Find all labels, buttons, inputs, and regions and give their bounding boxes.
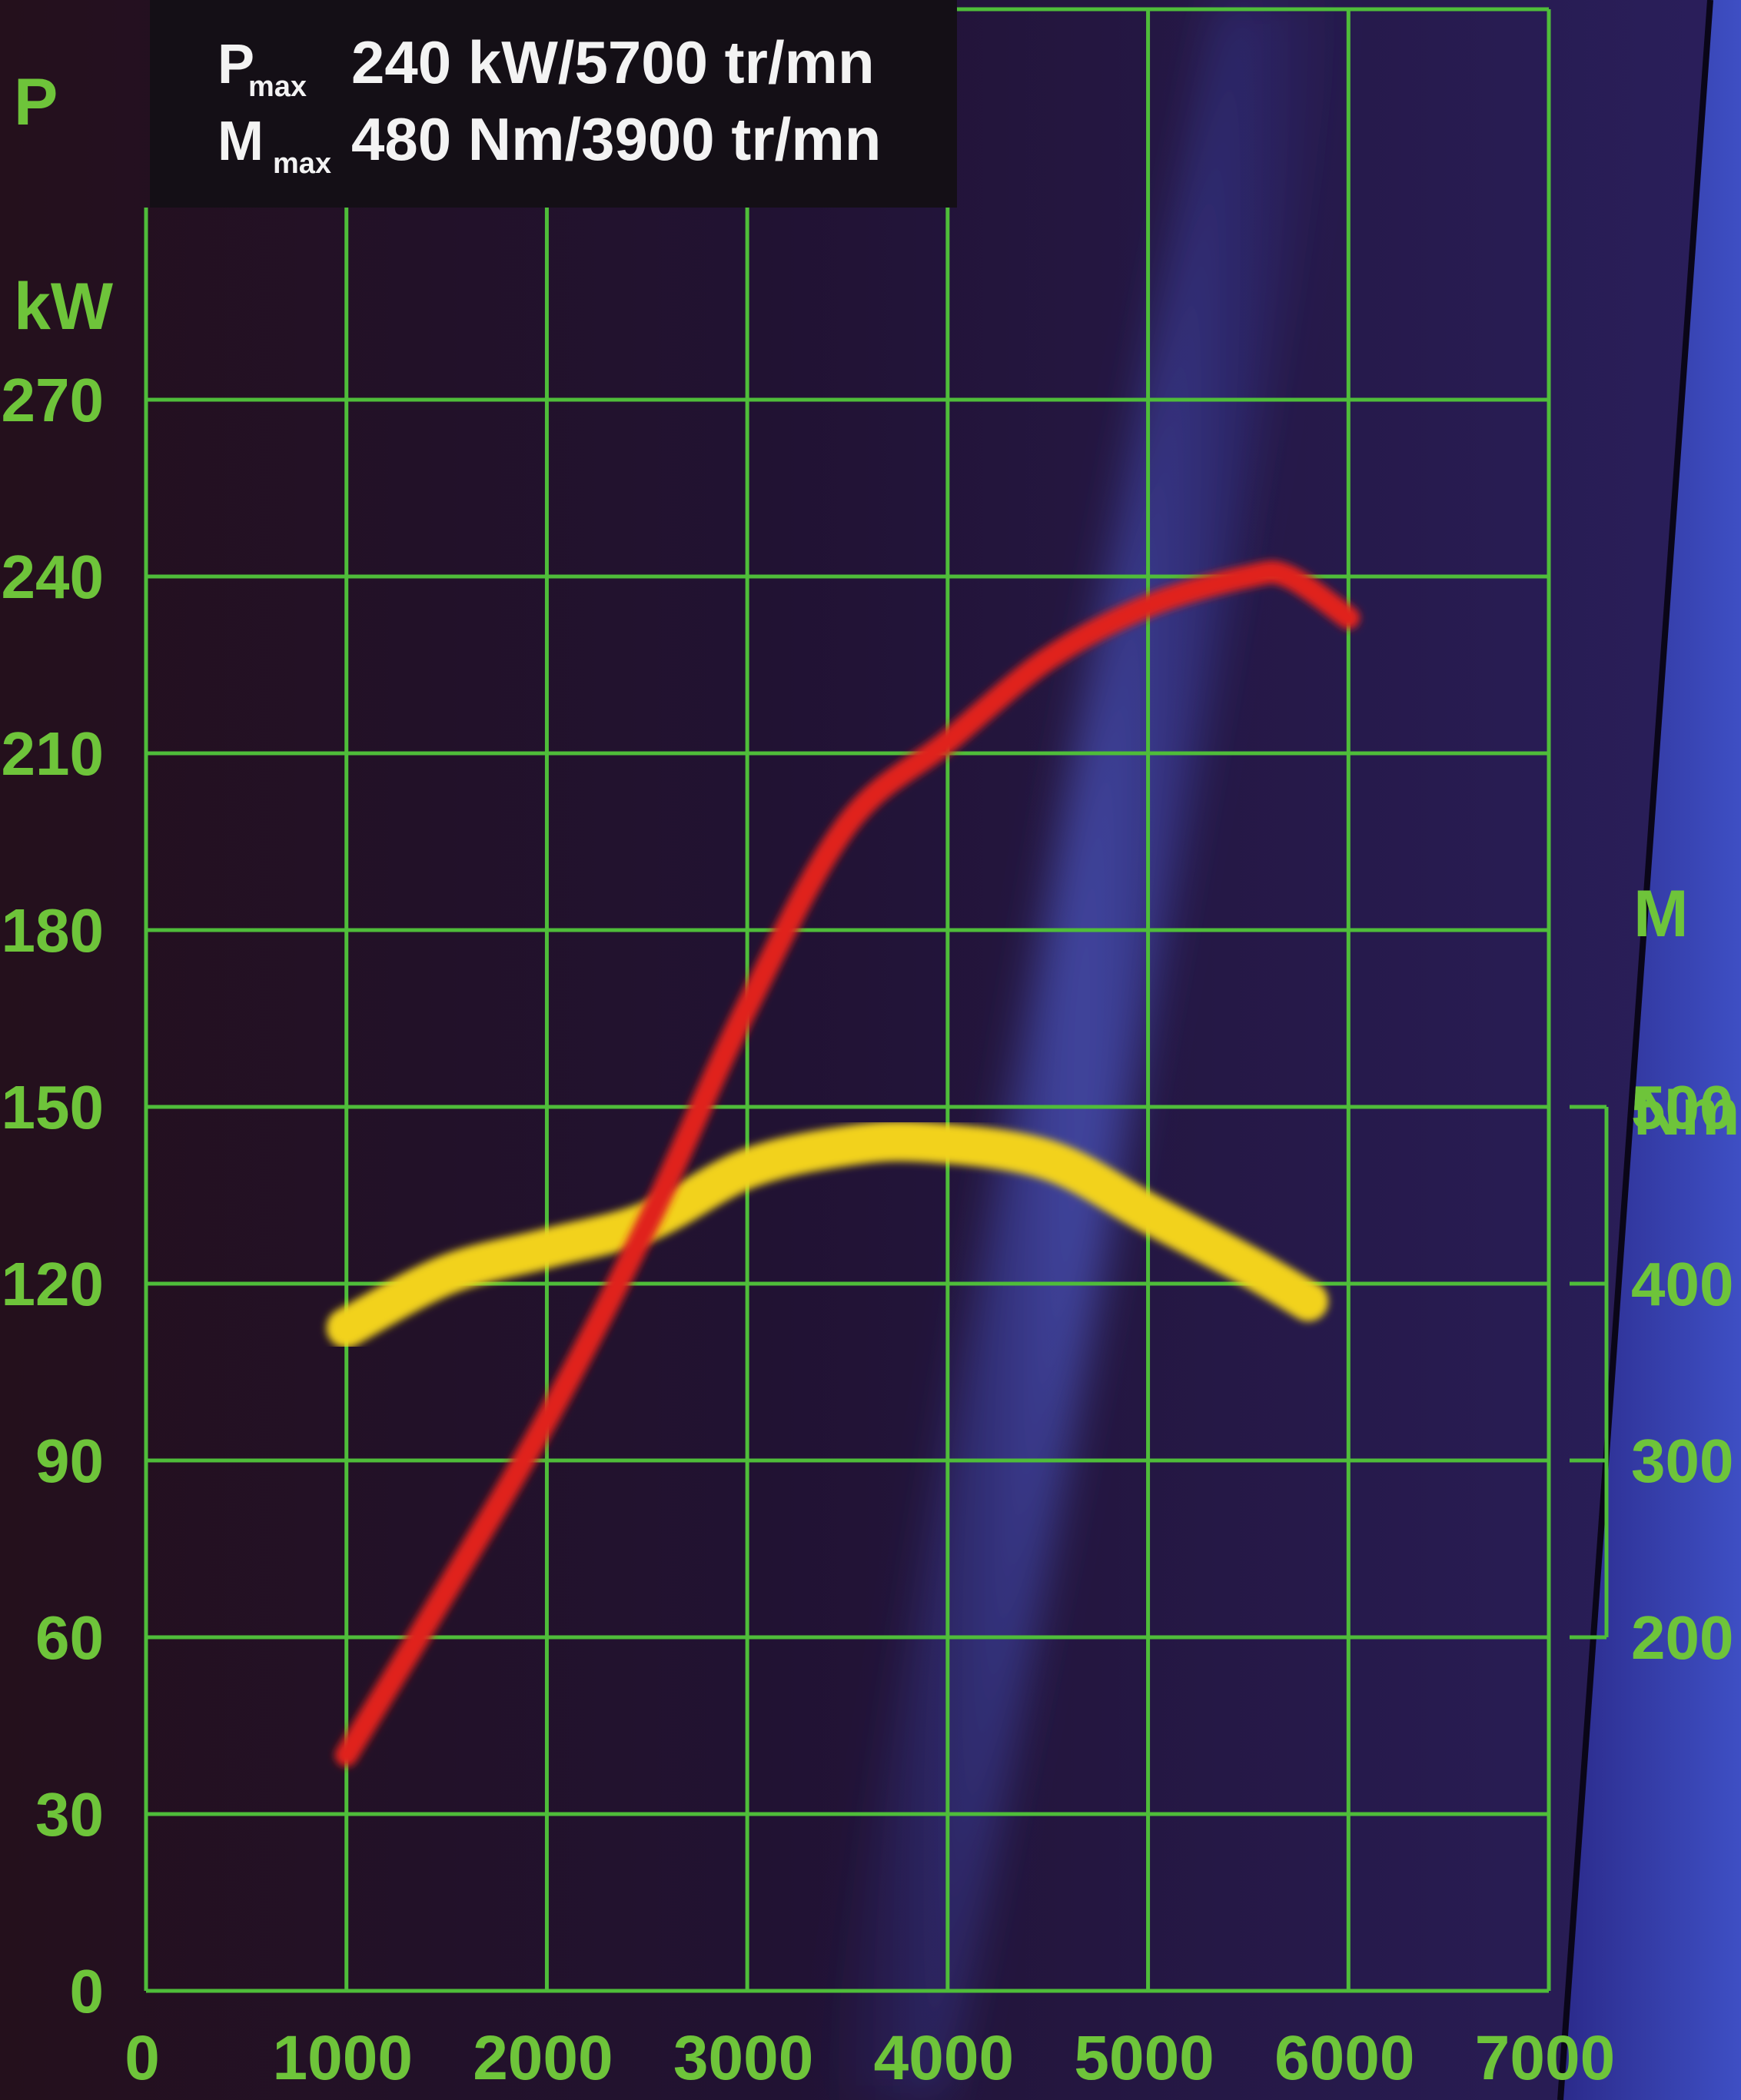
side-panel-edge <box>1557 0 1713 2100</box>
x-tick-label-0: 0 <box>125 2023 160 2093</box>
right-tick-label-500: 500 <box>1631 1073 1733 1141</box>
pmax-value: 240 kW/5700 tr/mn <box>351 28 875 96</box>
x-tick-label-4000: 4000 <box>874 2023 1014 2093</box>
x-tick-label-7000: 7000 <box>1475 2023 1615 2093</box>
right-tick-label-200: 200 <box>1631 1603 1733 1672</box>
mmax-subscript: max <box>273 148 331 180</box>
grid <box>144 7 1551 1993</box>
torque-axis-bracket <box>1570 1105 1609 1640</box>
x-tick-label-2000: 2000 <box>473 2023 613 2093</box>
right-axis-unit: Nm <box>1633 1075 1740 1149</box>
power-curve <box>334 560 1361 1767</box>
left-tick-label-90: 90 <box>35 1427 104 1495</box>
left-tick-label-120: 120 <box>2 1250 104 1318</box>
left-tick-label-60: 60 <box>35 1603 104 1672</box>
mmax-value: 480 Nm/3900 tr/mn <box>351 105 881 173</box>
left-tick-label-180: 180 <box>2 896 104 965</box>
x-tick-label-3000: 3000 <box>673 2023 813 2093</box>
left-axis-symbol: P <box>14 65 58 139</box>
left-axis-unit: kW <box>14 270 114 344</box>
axis-labels: 0 30 60 90 120 150 180 210 240 270 0 1000 2000 3000 40… <box>2 366 1734 2093</box>
left-tick-label-270: 270 <box>2 366 104 434</box>
pmax-symbol: P <box>218 34 254 95</box>
x-tick-label-5000: 5000 <box>1074 2023 1214 2093</box>
right-tick-label-300: 300 <box>1631 1427 1733 1495</box>
spec-box <box>150 0 957 208</box>
x-tick-label-1000: 1000 <box>273 2023 413 2093</box>
pmax-subscript: max <box>248 71 307 103</box>
torque-curve <box>326 1121 1329 1348</box>
right-tick-label-400: 400 <box>1631 1250 1733 1318</box>
x-tick-label-6000: 6000 <box>1274 2023 1414 2093</box>
right-axis-symbol: M <box>1633 877 1689 951</box>
light-beam-decoration <box>822 0 1341 2100</box>
left-tick-label-150: 150 <box>2 1073 104 1141</box>
series-layer <box>326 560 1361 1767</box>
left-tick-label-210: 210 <box>2 719 104 788</box>
left-tick-label-0: 0 <box>70 1957 105 2025</box>
left-tick-label-30: 30 <box>35 1780 104 1849</box>
mmax-symbol: M <box>218 111 264 172</box>
left-tick-label-240: 240 <box>2 543 104 611</box>
